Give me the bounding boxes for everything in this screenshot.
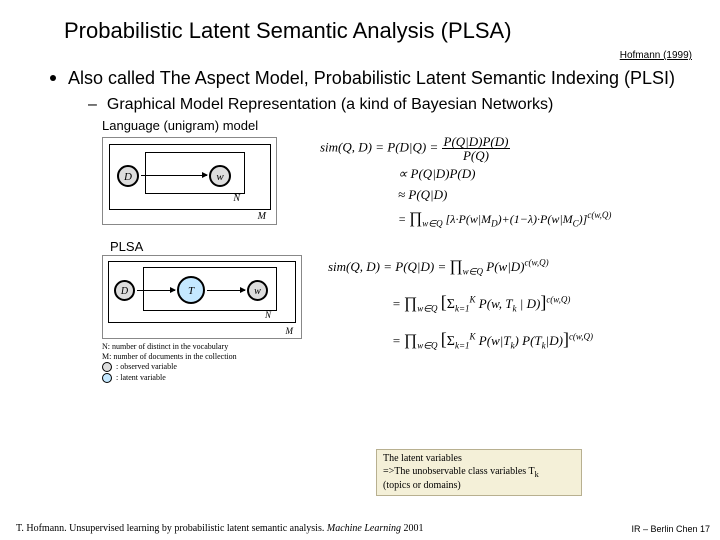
diagram-plsa-box: D T w N M N: number of distinct in the v… <box>102 255 310 384</box>
unigram-row: D w N M sim(Q, D) = P(D|Q) = P(Q|D)P(D) … <box>102 135 696 233</box>
eq1-lhs: sim(Q, D) = P(D|Q) = <box>320 139 442 154</box>
math-unigram: sim(Q, D) = P(D|Q) = P(Q|D)P(D) P(Q) ∝ P… <box>292 135 696 233</box>
dash-icon: – <box>88 96 97 114</box>
eq1-num: P(Q|D)P(D) <box>442 135 511 149</box>
footer-c: 2001 <box>401 523 424 534</box>
node-w: w <box>209 165 231 187</box>
sub-bullet-1: – Graphical Model Representation (a kind… <box>88 96 696 114</box>
plate-label-n: N <box>233 193 240 204</box>
bullet-icon <box>50 75 56 81</box>
footer-a: T. Hofmann. Unsupervised learning by pro… <box>16 523 327 534</box>
arrow-dt <box>137 290 175 291</box>
diagram-unigram: D w N M <box>102 137 277 225</box>
plate-label-m-2: M <box>286 326 294 336</box>
diagram-unigram-box: D w N M <box>102 135 292 225</box>
plate-label-n-2: N <box>265 310 271 320</box>
footer-b: Machine Learning <box>327 523 401 534</box>
eq1-l3: ≈ P(Q|D) <box>320 185 696 205</box>
bullet-1: Also called The Aspect Model, Probabilis… <box>50 67 696 90</box>
arrow-tw <box>207 290 245 291</box>
label-unigram: Language (unigram) model <box>102 118 696 133</box>
legend: N: number of distinct in the vocabulary … <box>102 342 310 384</box>
note-l3: (topics or domains) <box>383 480 575 493</box>
note-l1: The latent variables <box>383 453 575 466</box>
diagram-plsa: D T w N M <box>102 255 302 339</box>
arrow-dw <box>141 175 207 176</box>
label-plsa: PLSA <box>110 239 696 254</box>
eq1-den: P(Q) <box>442 149 511 162</box>
legend-n: N: number of distinct in the vocabulary <box>102 342 310 352</box>
legend-lat: : latent variable <box>116 373 166 383</box>
observed-icon <box>102 362 112 372</box>
eq1-l2: ∝ P(Q|D)P(D) <box>320 164 696 184</box>
node-d-2: D <box>114 280 135 301</box>
plate-label-m: M <box>258 211 266 222</box>
bullet-1-text: Also called The Aspect Model, Probabilis… <box>68 67 675 90</box>
page-number: IR – Berlin Chen 17 <box>631 524 710 534</box>
node-t: T <box>177 276 205 304</box>
node-d: D <box>117 165 139 187</box>
sub-bullet-1-text: Graphical Model Representation (a kind o… <box>107 96 553 114</box>
latent-icon <box>102 373 112 383</box>
citation-top: Hofmann (1999) <box>24 50 692 61</box>
slide-title: Probabilistic Latent Semantic Analysis (… <box>64 18 696 44</box>
note-l2: =>The unobservable class variables Tk <box>383 466 575 480</box>
legend-obs: : observed variable <box>116 362 177 372</box>
node-w-2: w <box>247 280 268 301</box>
footer-citation: T. Hofmann. Unsupervised learning by pro… <box>16 523 424 534</box>
math-plsa: sim(Q, D) = P(Q|D) = ∏w∈Q P(w|D)c(w,Q) =… <box>310 255 696 355</box>
plsa-row: D T w N M N: number of distinct in the v… <box>102 255 696 384</box>
legend-m: M: number of documents in the collection <box>102 352 310 362</box>
note-box: The latent variables =>The unobservable … <box>376 449 582 496</box>
